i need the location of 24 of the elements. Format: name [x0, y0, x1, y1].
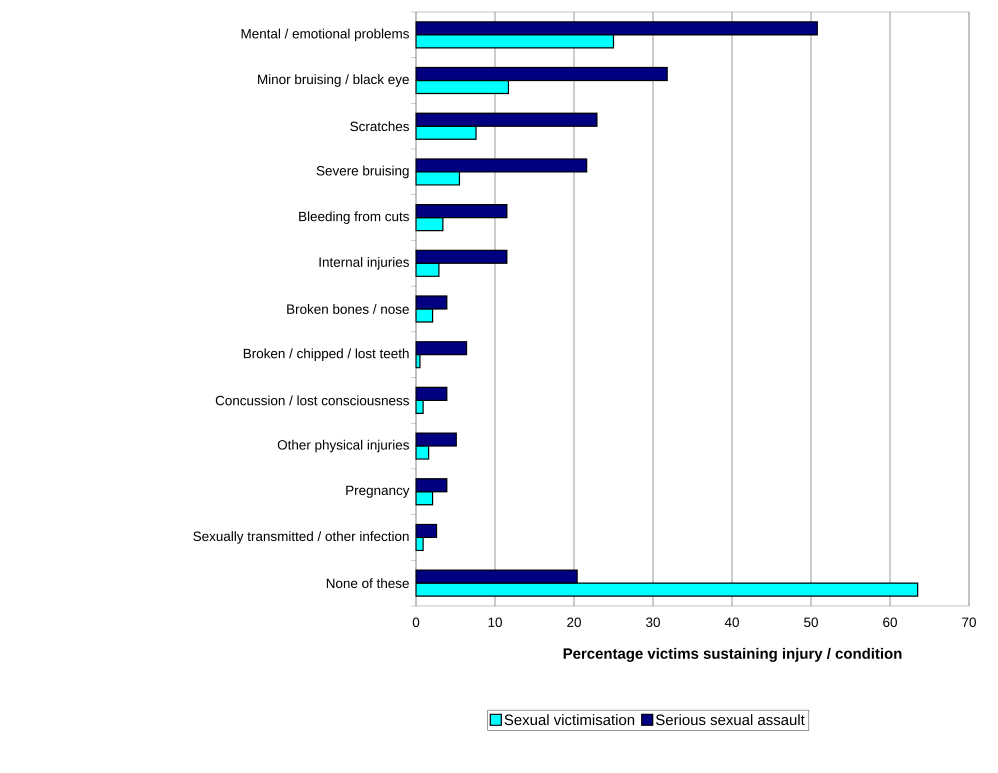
- y-tick-label: Pregnancy: [346, 486, 410, 498]
- x-tick-label: 50: [804, 618, 818, 628]
- y-tick-label: Other physical injuries: [278, 440, 409, 452]
- y-tick-label: Internal injuries: [320, 257, 409, 270]
- x-tick-label: 30: [646, 618, 660, 628]
- legend-label: Sexual victimisation: [504, 714, 634, 726]
- y-tick-label: Minor bruising / black eye: [258, 74, 409, 87]
- x-tick-label: 20: [567, 618, 581, 628]
- x-tick-label: 40: [724, 618, 739, 628]
- y-tick-label: Broken bones / nose: [287, 304, 409, 314]
- x-tick-label: 0: [412, 618, 420, 628]
- y-tick-label: Scratches: [350, 121, 409, 132]
- legend-label: Serious sexual assault: [656, 714, 805, 726]
- y-tick-label: Concussion / lost consciousness: [216, 395, 409, 406]
- x-tick-label: 10: [488, 618, 502, 628]
- y-tick-label: Mental / emotional problems: [242, 28, 409, 42]
- x-tick-label: 70: [962, 618, 976, 628]
- y-tick-label: Broken / chipped / lost teeth: [244, 348, 409, 361]
- y-tick-label: Sexually transmitted / other infection: [193, 531, 409, 544]
- y-tick-label: None of these: [326, 578, 409, 588]
- x-tick-label: 60: [883, 618, 897, 628]
- y-tick-label: Bleeding from cuts: [299, 211, 409, 224]
- x-axis-title: Percentage victims sustaining injury / condition: [564, 648, 902, 662]
- y-tick-label: Severe bruising: [316, 166, 409, 178]
